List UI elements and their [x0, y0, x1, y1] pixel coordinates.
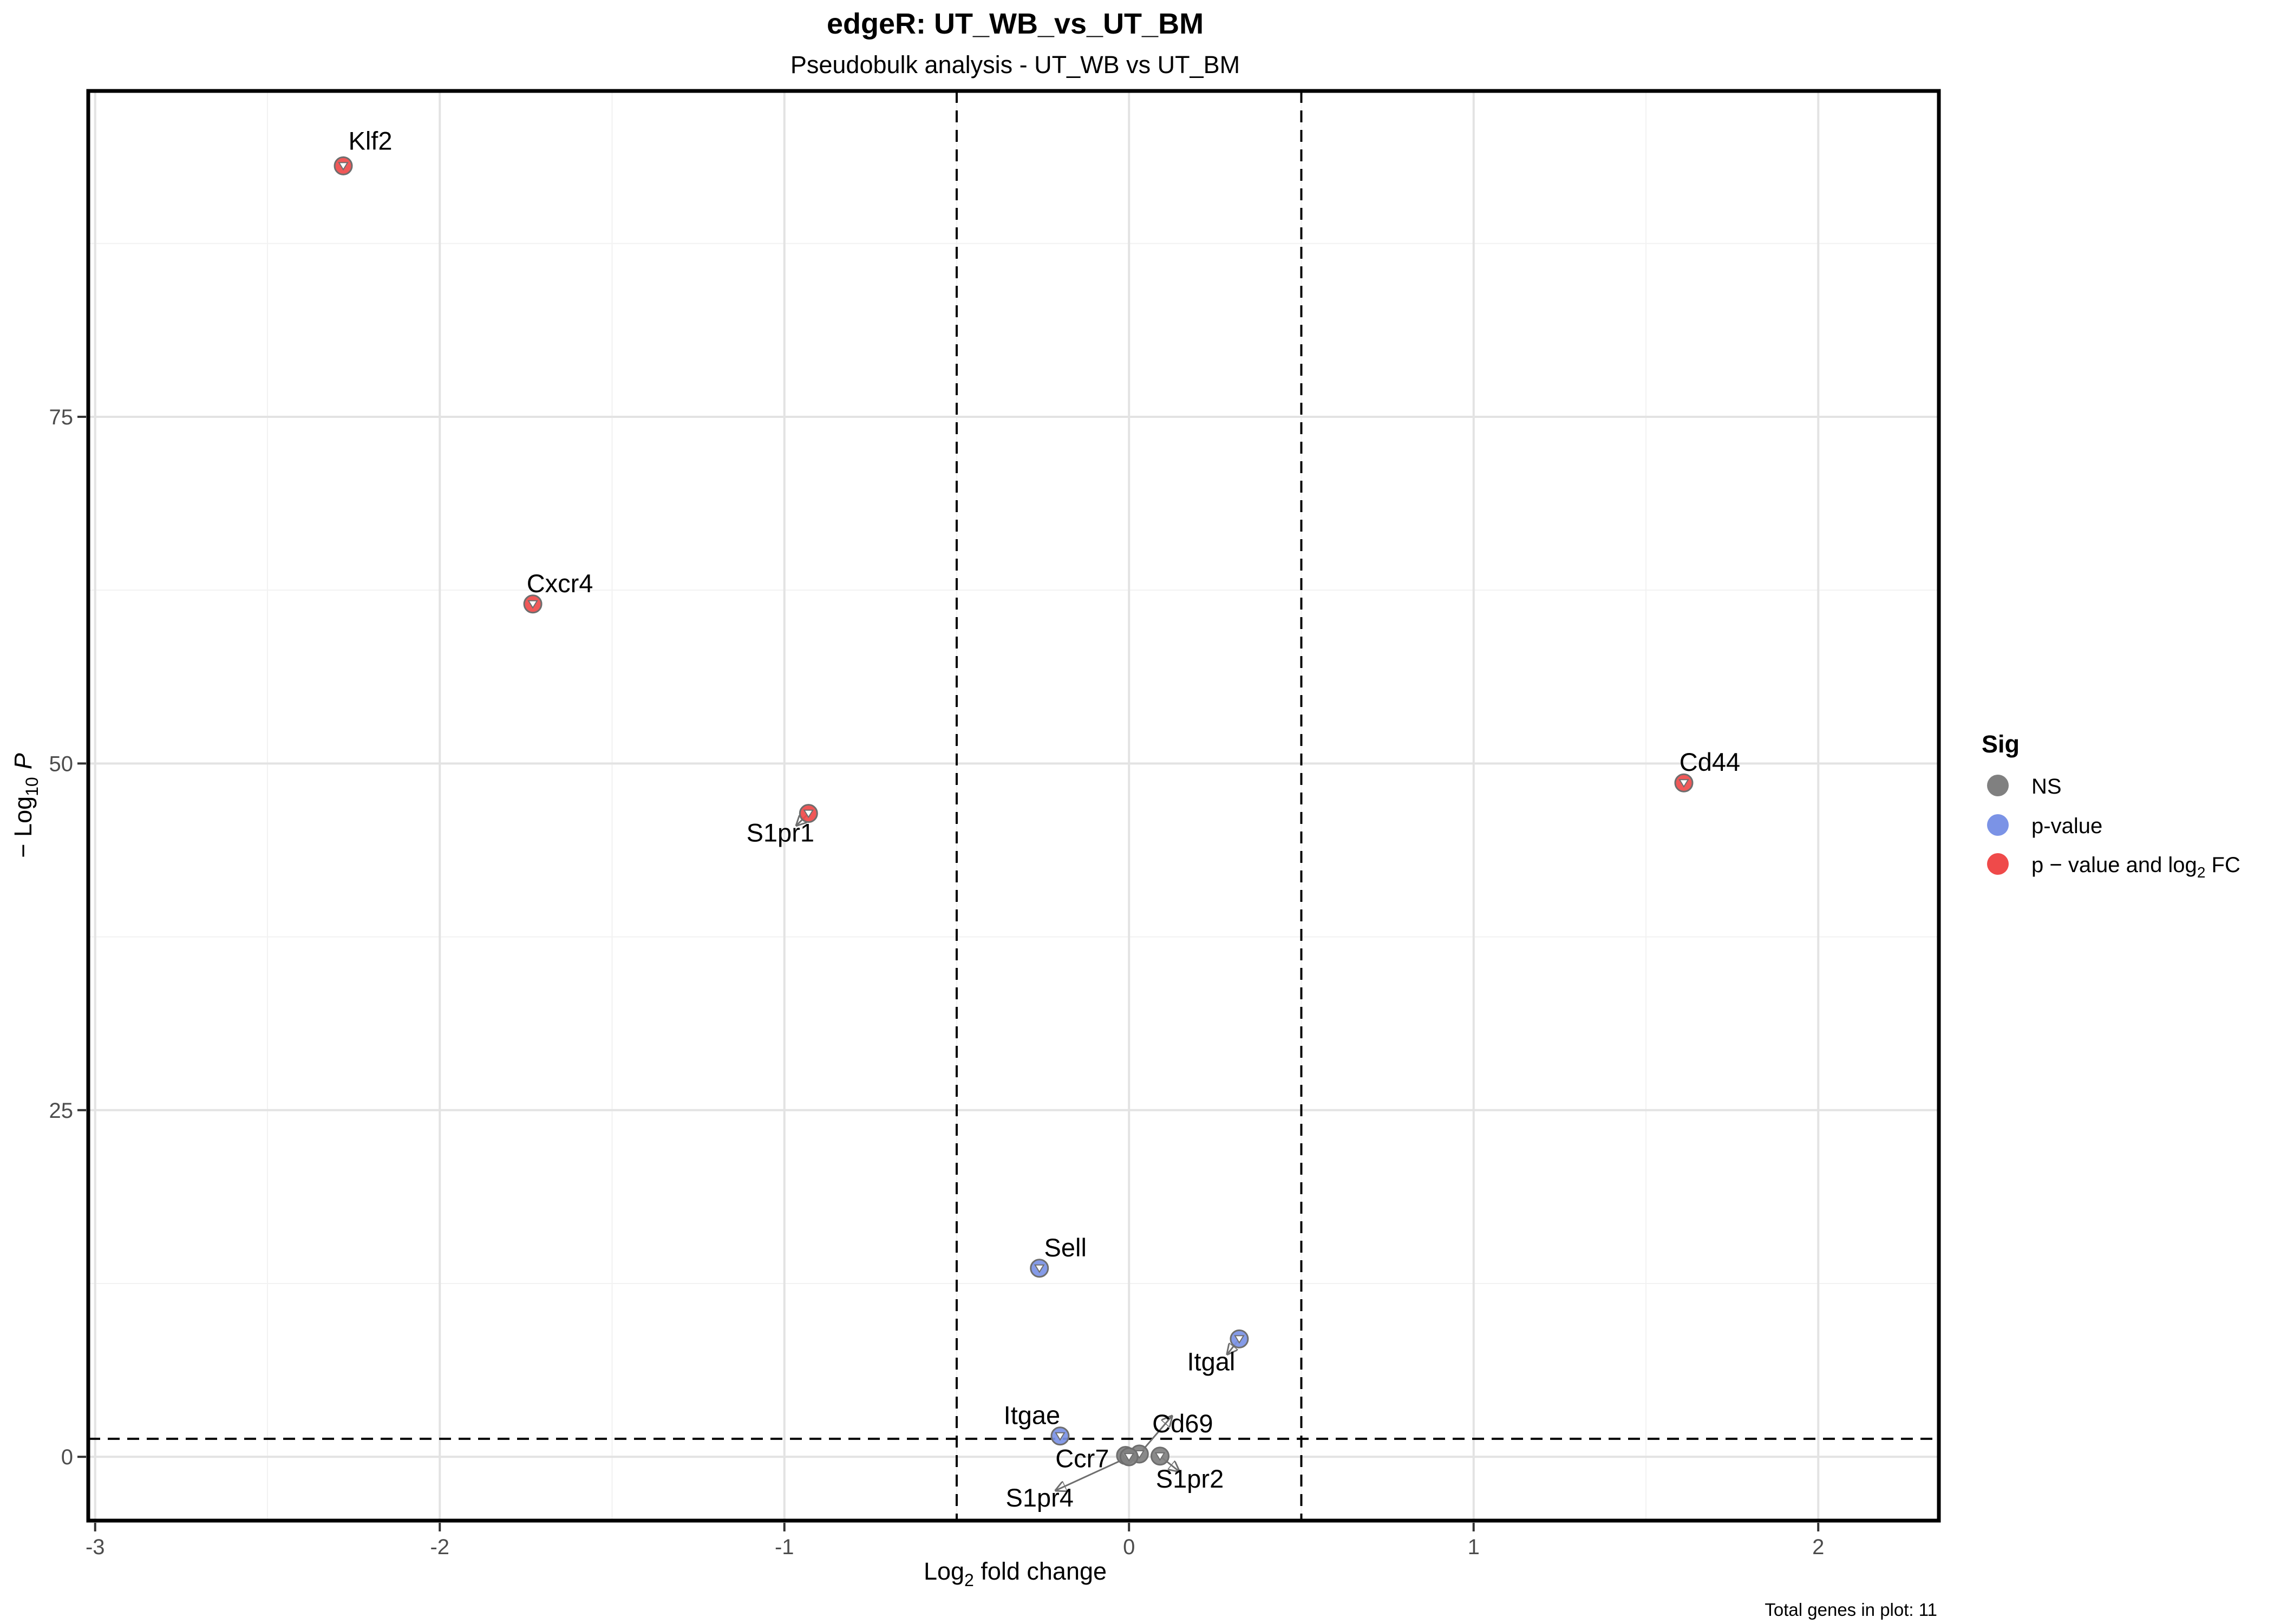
label-ccr7: Ccr7 [1055, 1444, 1109, 1473]
label-itgae: Itgae [1004, 1401, 1061, 1430]
label-connectors [796, 813, 1240, 1491]
chart-subtitle: Pseudobulk analysis - UT_WB vs UT_BM [790, 51, 1240, 78]
legend-key-ns [1987, 775, 2009, 796]
legend-label-p-and-fc: p − value and log2 FC [2031, 853, 2240, 881]
label-cd69: Cd69 [1152, 1409, 1213, 1438]
legend-key-p-value [1987, 814, 2009, 836]
point-marker-cxcr4 [527, 600, 538, 609]
x-tick-label: 2 [1812, 1535, 1824, 1559]
label-klf2: Klf2 [349, 126, 393, 155]
data-points [334, 156, 1694, 1466]
y-tick-label: 75 [49, 405, 74, 429]
x-tick-label: -2 [430, 1535, 449, 1559]
legend-title: Sig [1982, 730, 2020, 758]
label-cd44: Cd44 [1680, 748, 1740, 776]
x-tick-label: 0 [1123, 1535, 1135, 1559]
y-axis-label: − Log10P [9, 753, 42, 857]
legend-key-p-and-fc [1987, 853, 2009, 875]
y-tick-label: 25 [49, 1099, 74, 1123]
x-axis-label: Log2 fold change [924, 1557, 1107, 1590]
label-s1pr2: S1pr2 [1156, 1464, 1224, 1493]
point-marker-s1pr2 [1154, 1452, 1166, 1461]
point-marker-cd44 [1678, 779, 1689, 788]
caption: Total genes in plot: 11 [1765, 1600, 1937, 1620]
label-itgal: Itgal [1187, 1347, 1235, 1376]
y-tick-label: 50 [49, 752, 74, 776]
x-tick-label: -3 [86, 1535, 105, 1559]
point-marker-itgae [1055, 1432, 1066, 1441]
label-cxcr4: Cxcr4 [527, 569, 593, 598]
plot-panel [86, 89, 1941, 1523]
legend-label-p-value: p-value [2031, 814, 2102, 838]
legend-label-ns: NS [2031, 775, 2062, 798]
label-s1pr4: S1pr4 [1006, 1483, 1074, 1512]
x-axis-ticks: -3 -2 -1 0 1 2 [86, 1523, 1824, 1559]
label-sell: Sell [1044, 1233, 1087, 1262]
legend: Sig NS p-value p − value and log2 FC [1982, 730, 2240, 881]
x-tick-label: 1 [1468, 1535, 1480, 1559]
threshold-lines [88, 91, 1939, 1521]
x-tick-label: -1 [775, 1535, 794, 1559]
label-s1pr1: S1pr1 [747, 818, 814, 847]
connector-s1pr4 [1056, 1456, 1129, 1490]
point-marker-s1pr4 [1123, 1453, 1135, 1462]
y-axis-ticks: 0 25 50 75 [49, 405, 86, 1469]
point-marker-klf2 [338, 162, 349, 171]
point-marker-sell [1034, 1264, 1045, 1273]
chart-title: edgeR: UT_WB_vs_UT_BM [827, 8, 1204, 40]
point-marker-s1pr1 [803, 809, 814, 818]
y-tick-label: 0 [61, 1445, 73, 1469]
grid [88, 91, 1939, 1521]
point-marker-itgal [1234, 1335, 1245, 1344]
gene-labels: Klf2 Cxcr4 S1pr1 Cd44 Sell Itgal Itgae Cd69 Ccr7… [349, 126, 1741, 1512]
